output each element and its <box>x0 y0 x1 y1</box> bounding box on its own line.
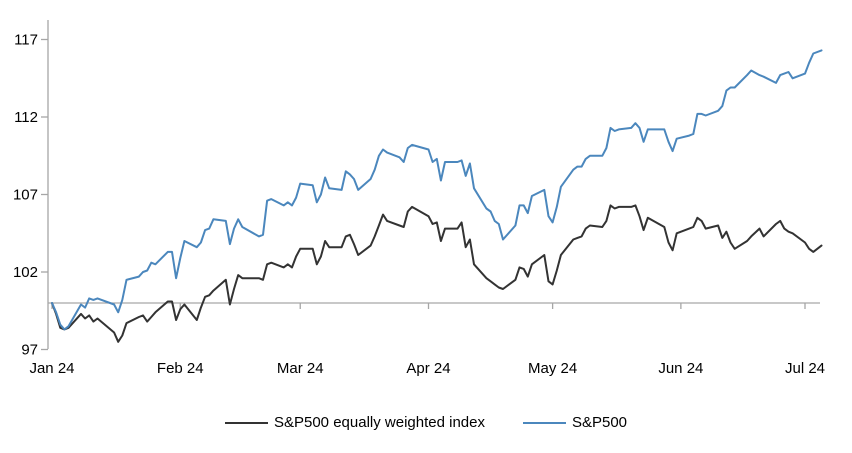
legend-swatch-sp500 <box>522 421 566 424</box>
legend-label-sp500-ew: S&P500 equally weighted index <box>273 414 485 431</box>
y-tick-label: 107 <box>13 187 38 204</box>
y-tick-label: 97 <box>21 342 38 359</box>
x-tick-label: Apr 24 <box>406 360 450 377</box>
y-tick-label: 117 <box>14 32 38 49</box>
legend-swatch-sp500-ew <box>224 421 268 424</box>
x-tick-label: Feb 24 <box>157 360 204 377</box>
x-tick-label: Jun 24 <box>658 360 703 377</box>
y-tick-label: 102 <box>13 264 38 281</box>
legend-item-sp500: S&P500 <box>522 414 628 431</box>
x-tick-label: Jul 24 <box>785 360 825 377</box>
x-tick-label: May 24 <box>528 360 577 377</box>
price-chart-svg: 97 102 107 112 117 Jan 24 Feb 24 Mar 24 Apr 24 Ma… <box>13 20 825 377</box>
x-tick-label: Jan 24 <box>29 360 74 377</box>
chart-legend: S&P500 equally weighted index S&P500 <box>0 414 852 431</box>
sp500-ew-line <box>51 204 823 343</box>
y-tick-label: 112 <box>14 109 38 126</box>
legend-item-sp500-ew: S&P500 equally weighted index <box>224 414 485 431</box>
legend-label-sp500: S&P500 <box>571 414 628 431</box>
sp500-line <box>51 49 823 331</box>
x-tick-label: Mar 24 <box>277 360 324 377</box>
